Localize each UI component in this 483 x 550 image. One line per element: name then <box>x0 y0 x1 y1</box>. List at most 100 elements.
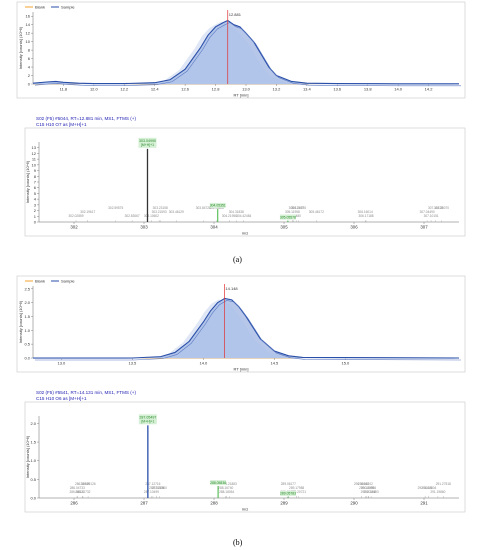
chrom-a-x-label: RT [min] <box>234 93 249 98</box>
chrom-b-legend-blank: Blank <box>35 279 45 284</box>
spectrum-b-noise-label: 287.21960 <box>152 486 167 490</box>
spectrum-b-noise-label: 290.10600 <box>354 482 369 486</box>
spectrum-b-noise-label: 291.06804 <box>421 486 436 490</box>
spectrum-a-x-tick-label: 304 <box>210 225 218 230</box>
spectrum-a-noise-label: 305.11958 <box>285 210 300 214</box>
spectrum-b-x-tick-label: 286 <box>70 501 78 506</box>
spectrum-a-y-tick-label: 3 <box>34 202 37 207</box>
spectrum-b-x-tick-label: 287 <box>140 501 148 506</box>
chrom-a-y-tick-label: 14 <box>26 22 31 27</box>
spectrum-b-noise-label: 289.20721 <box>291 490 306 494</box>
spectrum-a-noise-label: 305.46172 <box>309 210 324 214</box>
chrom-a-x-tick-label: 13.0 <box>242 87 251 92</box>
spectrum-a-noise-label: 307.04490 <box>420 210 435 214</box>
spectrum-a-noise-label: 303.46129 <box>169 210 184 214</box>
spectrum-a-noise-label: 303.23158 <box>153 206 168 210</box>
spectrum-a-y-tick-label: 8 <box>34 174 37 179</box>
spectrum-b-isotope-label: 288.05836 <box>210 481 226 485</box>
spectrum-a-main-label: 303.04990 <box>139 139 156 143</box>
spectrum-a-noise-label: 306.16014 <box>358 210 373 214</box>
spectrum-b-x-label: m/z <box>242 507 248 512</box>
spectrum-a-x-tick-label: 306 <box>350 225 358 230</box>
spectrum-a-y-tick-label: 12 <box>32 151 37 156</box>
chrom-a-x-tick-label: 12.8 <box>212 87 221 92</box>
chrom-b-apex-label: 14.148 <box>225 286 238 291</box>
chrom-a-x-tick-label: 11.8 <box>60 87 68 92</box>
panel-a-caption: (a) <box>233 255 242 264</box>
spectrum-a-isotope-label-bg <box>279 214 296 220</box>
spectrum-b-noise-label: 288.16740 <box>218 486 233 490</box>
spectrum-b-noise-label: 290.20198 <box>361 490 376 494</box>
panel-b-caption: (b) <box>233 538 243 547</box>
spectrum-b-header: S02 (F5) #5541, RT=14.131 min, MS1, FTMS… <box>36 390 136 402</box>
spectrum-a-noise-label: 304.42484 <box>236 214 251 218</box>
spectrum-a-noise-label: 303.84728 <box>196 206 211 210</box>
chrom-a-legend-sample: Sample <box>61 5 75 10</box>
chrom-b-sample-area <box>33 298 459 358</box>
spectrum-a-y-tick-label: 13 <box>32 145 37 150</box>
chrom-a-y-tick-label: 6 <box>28 56 31 61</box>
spectrum-b-noise-label: 287.18026 <box>149 486 164 490</box>
chrom-b-y-tick-label: 1.0 <box>24 328 30 333</box>
spectrum-a-y-tick-label: 9 <box>34 168 37 173</box>
spectrum-b-noise-label: 290.16202 <box>358 482 373 486</box>
chrom-a-y-tick-label: 10 <box>26 39 31 44</box>
spectrum-a-noise-label: 302.59575 <box>108 206 123 210</box>
chrom-a-x-tick-label: 14.2 <box>425 87 434 92</box>
spectrum-a-main-label-bg <box>138 137 157 148</box>
spectrum-b-x-tick-label: 290 <box>350 501 358 506</box>
spectrum-b-noise-label: 291.01621 <box>418 486 433 490</box>
spectrum-a-isotope-label-bg <box>209 202 226 208</box>
chrom-b-y-tick-label: 0.0 <box>24 356 30 361</box>
chrom-a-sample-trace-2 <box>34 22 461 87</box>
spectrum-a-noise-label: 303.21593 <box>152 210 167 214</box>
spectrum-b-noise-label: 291.19860 <box>430 490 445 494</box>
chrom-a-y-label: Intensity [counts] (10^6) <box>18 26 23 69</box>
spectrum-b-frame <box>24 401 466 513</box>
spectrum-b-noise-label: 287.10499 <box>144 490 159 494</box>
spectrum-b-header-line2: C15 H10 O6 as [M+H]+1 <box>36 396 87 401</box>
chrom-b-y-tick-label: 0.5 <box>24 342 30 347</box>
spectrum-b-noise-label: 289.17988 <box>289 486 304 490</box>
chrom-a-x-tick-label: 12.4 <box>151 87 160 92</box>
spectrum-a-y-tick-label: 7 <box>34 180 37 185</box>
chrom-a-legend-blank: Blank <box>35 5 45 10</box>
chrom-a-x-tick-label: 13.8 <box>364 87 373 92</box>
spectrum-b-main-ion: [M+H]+1 <box>141 420 154 424</box>
spectrum-b-y-tick-label: 0.5 <box>30 477 36 482</box>
spectrum-a-x-tick-label: 303 <box>140 225 148 230</box>
chrom-a-y-tick-label: 12 <box>26 31 31 36</box>
spectrum-b-isotope-label: 289.05783 <box>280 492 296 496</box>
spectrum-a-x-label: m/z <box>242 231 248 236</box>
spectrum-b-noise-label: 286.11989 <box>75 482 90 486</box>
spectrum-b-main-label-bg <box>138 414 157 425</box>
spectrum-b-y-tick-label: 1.5 <box>30 440 36 445</box>
spectrum-b-x-tick-label: 289 <box>280 501 288 506</box>
spectrum-b-x-tick-label: 291 <box>420 501 428 506</box>
chrom-b-y-tick-label: 2.5 <box>24 286 30 291</box>
chrom-a-y-tick-label: 2 <box>28 73 31 78</box>
spectrum-a-header-line1: S02 (F5) #5044, RT=12.881 min, MS1, FTMS… <box>36 116 136 121</box>
spectrum-a-noise-label: 302.02859 <box>68 214 83 218</box>
spectrum-a-y-tick-label: 10 <box>32 162 37 167</box>
spectrum-b-noise-label: 288.21883 <box>222 482 237 486</box>
spectrum-b-noise-label: 286.12732 <box>75 490 90 494</box>
spectrum-b-main-label: 287.05497 <box>139 415 156 419</box>
spectrum-a-y-tick-label: 5 <box>34 191 37 196</box>
spectrum-b-noise-label: 286.20126 <box>81 482 96 486</box>
spectrum-a-noise-label: 302.19617 <box>80 210 95 214</box>
spectrum-a-header-line2: C15 H10 O7 as [M+H]+1 <box>36 122 87 127</box>
spectrum-a-isotope-label: 305.05578 <box>280 215 296 219</box>
spectrum-a-y-label: Intensity [counts] (10^6) <box>25 160 30 203</box>
chrom-b-sample-trace-2 <box>35 300 462 361</box>
chrom-b-x-tick-label: 15.0 <box>342 361 351 366</box>
chrom-a-sample-trace <box>32 19 459 85</box>
spectrum-a-noise-label: 306.17188 <box>358 214 373 218</box>
spectrum-b-noise-label: 289.06177 <box>281 482 296 486</box>
spectrum-a-noise-label: 304.31838 <box>229 210 244 214</box>
chrom-a-x-tick-label: 13.6 <box>333 87 342 92</box>
spectrum-b-noise-label: 287.12716 <box>145 482 160 486</box>
spectrum-a-x-tick-label: 307 <box>420 225 428 230</box>
chrom-a-x-tick-label: 12.2 <box>120 87 129 92</box>
spectrum-b-isotope-label-bg <box>210 480 227 486</box>
